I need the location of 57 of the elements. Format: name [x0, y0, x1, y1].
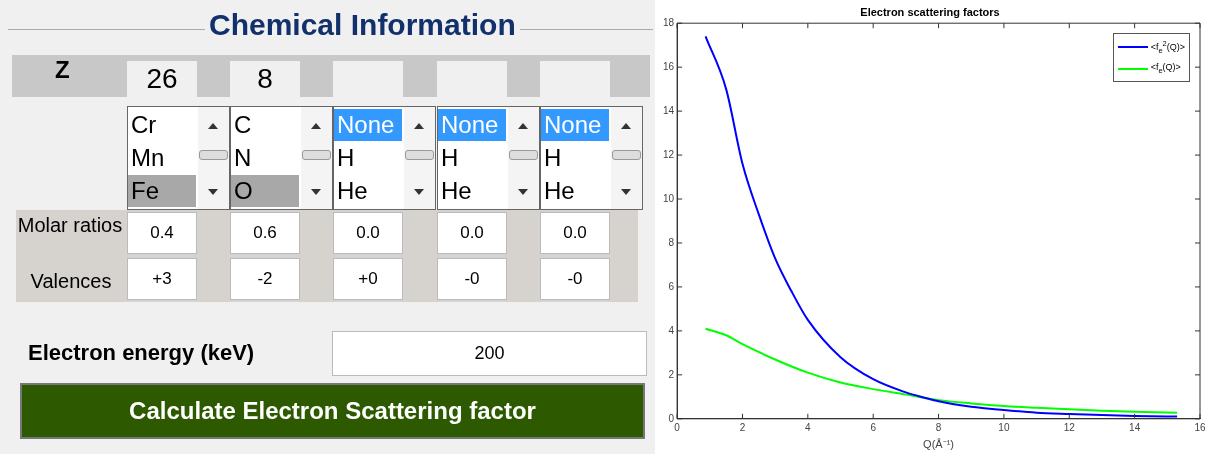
text: -2 — [230, 258, 300, 300]
y-tick-label: 18 — [663, 16, 675, 28]
text: 0.6 — [230, 212, 300, 254]
x-tick-label: 16 — [1194, 421, 1206, 433]
text: 0.4 — [127, 212, 197, 254]
line-series — [704, 327, 1179, 414]
text: 0.0 — [540, 212, 610, 254]
text: H — [543, 143, 563, 173]
x-tick-label: 2 — [739, 421, 746, 433]
text: Mn — [130, 143, 166, 173]
x-tick-label: 4 — [805, 421, 812, 433]
text: None — [438, 109, 506, 141]
y-tick-label: 16 — [663, 60, 675, 72]
text: +0 — [333, 258, 403, 300]
text: Calculate Electron Scattering factor — [20, 383, 645, 439]
text: H — [336, 143, 356, 173]
text: 26 — [127, 61, 197, 97]
text: 0.0 — [437, 212, 507, 254]
text: 200 — [332, 331, 647, 376]
text: None — [541, 109, 609, 141]
x-tick-label: 10 — [998, 421, 1010, 433]
text: 0.0 — [333, 212, 403, 254]
y-tick-label: 4 — [668, 324, 675, 336]
text: He — [440, 176, 473, 206]
text: Z — [55, 56, 70, 84]
x-tick-label: 12 — [1063, 421, 1076, 433]
chart-title: Electron scattering factors — [860, 5, 1000, 18]
y-tick-label: 14 — [663, 104, 675, 116]
legend-label: <f$_{e}$$^{2}$(Q)> — [1150, 38, 1185, 57]
y-tick-label: 8 — [668, 236, 675, 248]
y-tick-label: 6 — [668, 280, 675, 292]
y-tick-label: 10 — [663, 192, 675, 204]
x-axis-title: Q(Å⁻¹) — [923, 438, 955, 451]
text: H — [440, 143, 460, 173]
text: N — [233, 143, 253, 173]
x-tick-label: 6 — [870, 421, 877, 433]
text: Chemical Information — [205, 8, 520, 42]
text: Fe — [128, 175, 196, 207]
text: Molar ratios — [16, 213, 124, 238]
text: +3 — [127, 258, 197, 300]
text: Valences — [29, 270, 113, 293]
text: -0 — [437, 258, 507, 300]
text: He — [543, 176, 576, 206]
text: Cr — [130, 110, 158, 140]
y-tick-label: 12 — [663, 148, 675, 160]
text: C — [233, 110, 253, 140]
x-tick-label: 8 — [935, 421, 942, 433]
y-tick-label: 0 — [668, 412, 675, 424]
text: O — [231, 175, 299, 207]
text: -0 — [540, 258, 610, 300]
x-tick-label: 14 — [1129, 421, 1141, 433]
text: 8 — [230, 61, 300, 97]
text: None — [334, 109, 402, 141]
y-tick-label: 2 — [668, 368, 675, 380]
text: He — [336, 176, 369, 206]
legend-label: <f$_{e}$(Q)> — [1150, 60, 1181, 77]
text: Electron energy (keV) — [28, 340, 255, 366]
